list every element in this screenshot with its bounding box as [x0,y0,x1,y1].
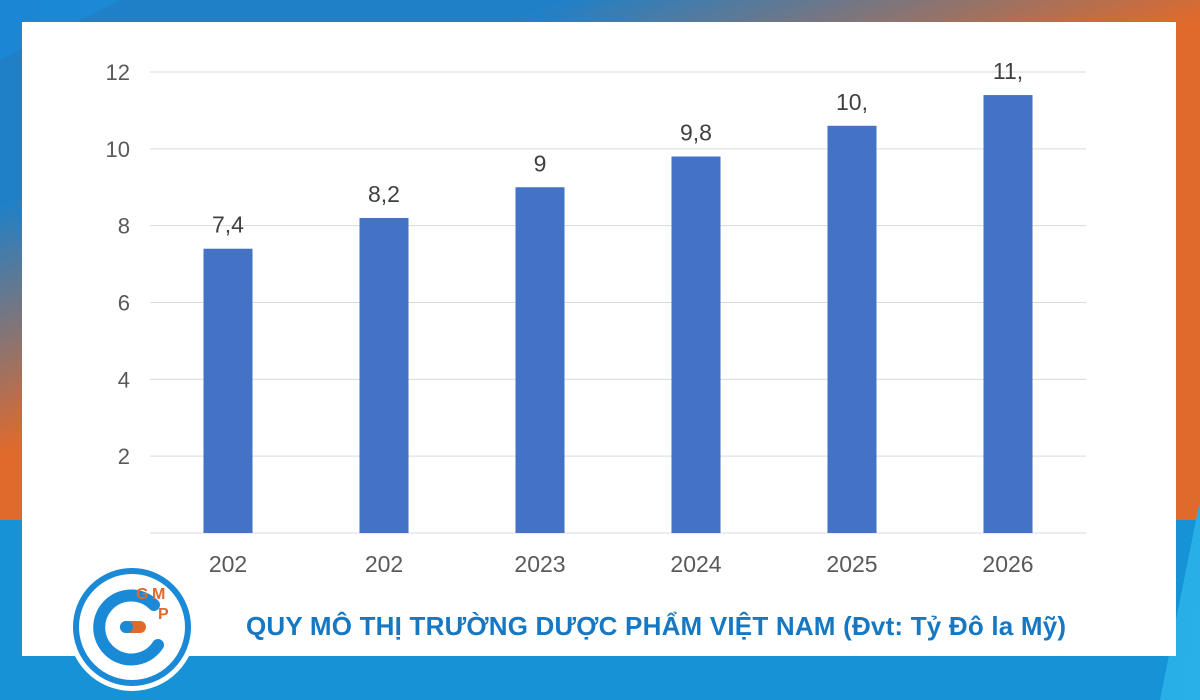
bar [983,95,1033,534]
svg-text:G: G [136,586,148,603]
bar [359,217,409,533]
data-label: 10, [836,89,868,115]
svg-text:M: M [152,586,165,603]
x-tick-label: 2025 [826,551,877,577]
y-tick-label: 12 [106,60,130,85]
data-label: 11, [993,58,1023,84]
bar [827,125,877,534]
chart-caption: QUY MÔ THỊ TRƯỜNG DƯỢC PHẨM VIỆT NAM (Đv… [246,611,1067,641]
bar [515,187,565,533]
x-tick-label: 202 [209,551,247,577]
data-label: 8,2 [368,181,400,207]
svg-text:P: P [158,606,169,623]
x-tick-label: 202 [365,551,403,577]
x-tick-label: 2024 [670,551,721,577]
x-tick-label: 2023 [514,551,565,577]
bar [671,156,721,533]
data-label: 9 [534,150,547,176]
y-tick-label: 8 [118,214,130,239]
y-tick-label: 2 [118,444,130,469]
data-label: 9,8 [680,120,712,146]
y-tick-label: 10 [106,137,130,162]
y-tick-label: 6 [118,291,130,316]
y-tick-label: 4 [118,367,130,392]
data-label: 7,4 [212,212,244,238]
x-tick-label: 2026 [982,551,1033,577]
bar [203,248,253,533]
gmp-logo: G M P [68,563,196,691]
